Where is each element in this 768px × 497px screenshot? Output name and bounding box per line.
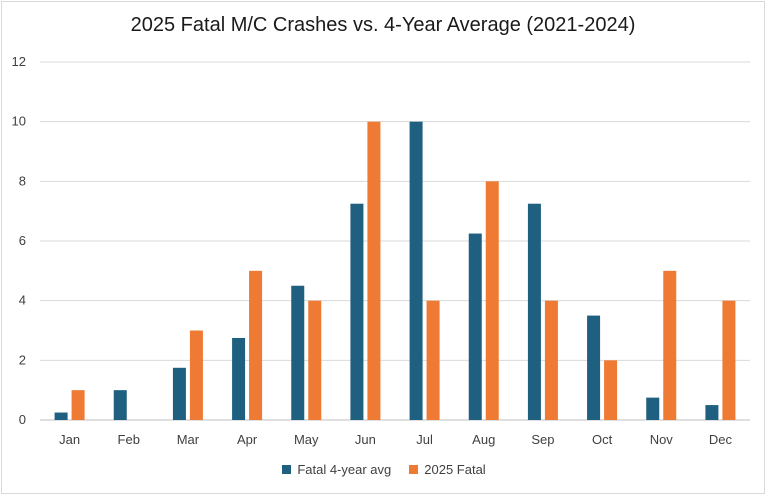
legend: Fatal 4-year avg 2025 Fatal (0, 462, 768, 477)
bar-oct-series-1 (604, 360, 618, 420)
bar-may-series-1 (308, 300, 322, 420)
bar-may-series-0 (291, 285, 305, 420)
bar-dec-series-1 (722, 300, 736, 420)
chart-title: 2025 Fatal M/C Crashes vs. 4-Year Averag… (130, 14, 636, 36)
x-tick-label-jul: Jul (416, 432, 433, 447)
bar-jul-series-1 (426, 300, 440, 420)
bar-apr-series-0 (232, 337, 246, 420)
y-tick-label-12: 12 (12, 54, 26, 69)
x-tick-label-jun: Jun (355, 432, 376, 447)
bar-oct-series-0 (587, 315, 601, 420)
x-tick-label-dec: Dec (709, 432, 733, 447)
bar-jul-series-0 (409, 121, 423, 421)
legend-label-series-1: 2025 Fatal (424, 462, 486, 477)
legend-item-series-1: 2025 Fatal (409, 462, 486, 477)
y-tick-label-8: 8 (19, 173, 26, 188)
legend-swatch-series-0 (282, 465, 292, 474)
bar-jan-series-1 (71, 390, 85, 420)
bar-dec-series-0 (705, 405, 719, 420)
bar-mar-series-1 (189, 330, 203, 420)
y-tick-label-6: 6 (19, 233, 26, 248)
x-tick-label-apr: Apr (237, 432, 258, 447)
y-tick-label-4: 4 (19, 293, 26, 308)
bar-nov-series-0 (646, 397, 660, 420)
legend-label-series-0: Fatal 4-year avg (297, 462, 392, 477)
x-tick-label-mar: Mar (177, 432, 200, 447)
bar-feb-series-0 (113, 390, 127, 420)
bar-jan-series-0 (54, 412, 68, 420)
y-tick-label-2: 2 (19, 352, 26, 367)
x-tick-label-sep: Sep (531, 432, 554, 447)
bar-nov-series-1 (663, 270, 677, 420)
x-tick-label-aug: Aug (472, 432, 495, 447)
x-tick-label-may: May (294, 432, 319, 447)
bar-sep-series-0 (527, 203, 541, 420)
legend-swatch-series-1 (409, 465, 419, 474)
bar-aug-series-1 (485, 181, 499, 420)
bar-mar-series-0 (172, 367, 186, 420)
x-tick-label-oct: Oct (592, 432, 613, 447)
bar-jun-series-0 (350, 203, 364, 420)
x-tick-label-jan: Jan (59, 432, 80, 447)
bar-sep-series-1 (544, 300, 558, 420)
bar-apr-series-1 (249, 270, 263, 420)
x-tick-label-feb: Feb (118, 432, 140, 447)
y-tick-label-0: 0 (19, 412, 26, 427)
legend-item-series-0: Fatal 4-year avg (282, 462, 391, 477)
y-tick-label-10: 10 (12, 114, 26, 129)
bar-aug-series-0 (468, 233, 482, 420)
bar-jun-series-1 (367, 121, 381, 421)
x-tick-label-nov: Nov (650, 432, 674, 447)
